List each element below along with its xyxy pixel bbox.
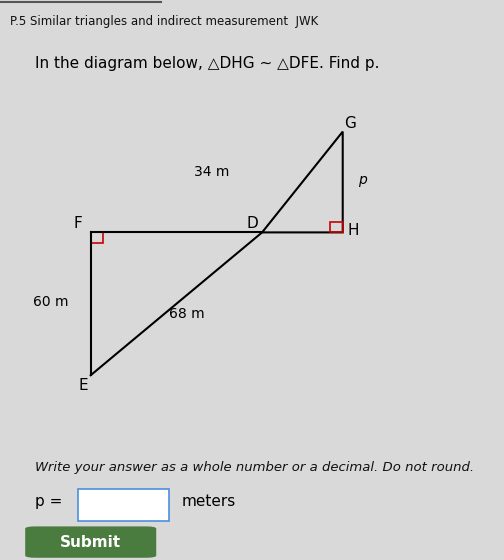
Text: P.5 Similar triangles and indirect measurement  JWK: P.5 Similar triangles and indirect measu…	[10, 15, 319, 28]
Text: G: G	[344, 116, 356, 130]
Text: H: H	[347, 223, 358, 238]
Text: meters: meters	[181, 494, 236, 509]
Text: E: E	[78, 378, 88, 393]
Text: 68 m: 68 m	[169, 307, 204, 321]
Text: In the diagram below, △DHG ∼ △DFE. Find p.: In the diagram below, △DHG ∼ △DFE. Find …	[35, 56, 380, 71]
Text: 34 m: 34 m	[194, 165, 229, 179]
FancyBboxPatch shape	[25, 526, 156, 558]
Text: Submit: Submit	[60, 535, 121, 549]
Text: D: D	[246, 217, 258, 231]
Text: p =: p =	[35, 494, 62, 509]
FancyBboxPatch shape	[78, 489, 169, 521]
Text: 60 m: 60 m	[33, 295, 68, 309]
Text: p: p	[358, 173, 367, 187]
Text: F: F	[74, 217, 83, 231]
Text: Write your answer as a whole number or a decimal. Do not round.: Write your answer as a whole number or a…	[35, 461, 474, 474]
